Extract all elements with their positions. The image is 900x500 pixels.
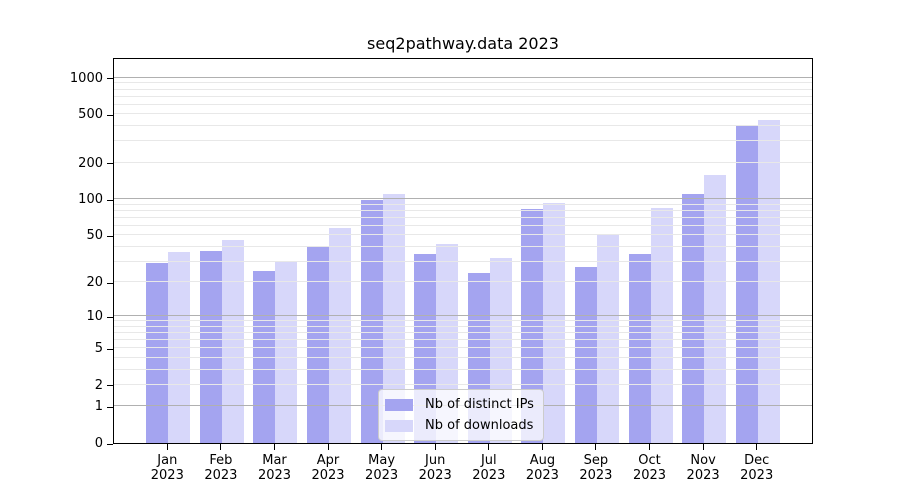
gridline-100 [114,198,812,200]
x-tick-dec-2023 [756,444,758,450]
y-tick-label-1000: 1000 [69,70,103,86]
y-tick-label-2: 2 [94,377,103,393]
x-tick-nov-2023 [702,444,704,450]
y-tick-label-0: 0 [94,436,103,451]
y-tick-label-500: 500 [78,107,103,123]
y-tick-50 [107,235,113,237]
gridline-10 [114,315,812,317]
gridline-5 [114,347,812,349]
bar-feb-2023-downloads [221,239,244,443]
gridline-6 [114,339,812,341]
y-tick-label-1: 1 [94,399,103,415]
y-tick-5 [107,348,113,350]
x-tick-label-feb-2023: Feb 2023 [204,453,238,483]
gridline-400 [114,125,812,127]
gridline-300 [114,140,812,142]
gridline-700 [114,95,812,97]
gridline-4 [114,356,812,358]
y-tick-10 [107,316,113,318]
y-tick-label-200: 200 [78,155,103,171]
bar-feb-2023-distinct-ips [199,250,222,443]
legend: Nb of distinct IPs Nb of downloads [378,389,544,441]
bar-may-2023-downloads [382,194,405,443]
x-tick-label-may-2023: May 2023 [365,453,399,483]
gridline-1000 [114,76,812,78]
legend-row-distinct-ips: Nb of distinct IPs [385,397,535,412]
bar-apr-2023-distinct-ips [307,245,330,443]
x-tick-label-jun-2023: Jun 2023 [418,453,452,483]
y-tick-1 [107,406,113,408]
gridline-8 [114,325,812,327]
x-tick-label-nov-2023: Nov 2023 [686,453,720,483]
y-tick-200 [107,163,113,165]
gridline-800 [114,88,812,90]
gridline-3 [114,368,812,370]
bar-aug-2023-downloads [543,203,566,443]
y-tick-500 [107,114,113,116]
y-tick-label-5: 5 [94,341,103,357]
y-tick-label-100: 100 [78,192,103,208]
y-tick-1000 [107,78,113,80]
plot-area [113,58,813,444]
bar-nov-2023-downloads [704,175,727,443]
x-tick-mar-2023 [274,444,275,450]
chart-title: seq2pathway.data 2023 [367,34,559,53]
x-tick-jul-2023 [488,444,490,450]
gridline-30 [114,260,812,262]
gridline-7 [114,332,812,334]
gridline-60 [114,224,812,226]
bar-sep-2023-distinct-ips [574,266,597,443]
bar-dec-2023-distinct-ips [735,124,758,443]
y-tick-label-20: 20 [86,275,103,291]
x-tick-label-jan-2023: Jan 2023 [150,453,184,483]
gridline-200 [114,161,812,163]
gridline-900 [114,82,812,84]
gridline-500 [114,113,812,115]
x-tick-jan-2023 [166,444,168,450]
y-tick-20 [107,282,113,284]
legend-label-distinct-ips: Nb of distinct IPs [425,397,534,412]
x-tick-label-dec-2023: Dec 2023 [740,453,774,483]
bar-mar-2023-downloads [275,261,298,443]
legend-swatch-downloads [385,419,413,432]
x-tick-label-apr-2023: Apr 2023 [311,453,345,483]
gridline-70 [114,216,812,218]
gridline-40 [114,245,812,247]
gridline-80 [114,209,812,211]
x-tick-label-mar-2023: Mar 2023 [257,453,292,483]
x-tick-sep-2023 [595,444,597,450]
gridline-2 [114,383,812,385]
legend-swatch-distinct-ips [385,398,413,411]
x-tick-jun-2023 [434,444,436,450]
legend-row-downloads: Nb of downloads [385,418,535,433]
y-tick-label-10: 10 [86,309,103,325]
bar-jan-2023-distinct-ips [146,263,169,443]
legend-label-downloads: Nb of downloads [425,418,534,433]
x-tick-label-aug-2023: Aug 2023 [525,453,559,483]
x-tick-aug-2023 [541,444,543,450]
gridline-600 [114,103,812,105]
gridline-50 [114,234,812,236]
x-tick-label-oct-2023: Oct 2023 [632,453,667,483]
gridline-90 [114,203,812,205]
gridline-20 [114,281,812,283]
y-tick-0 [107,443,113,445]
x-tick-oct-2023 [649,444,650,450]
y-tick-2 [107,385,113,387]
x-tick-may-2023 [381,444,383,450]
y-tick-label-50: 50 [86,228,103,244]
y-tick-100 [107,199,113,201]
x-tick-label-sep-2023: Sep 2023 [579,453,613,483]
x-tick-label-jul-2023: Jul 2023 [472,453,506,483]
x-tick-feb-2023 [220,444,222,450]
bar-sep-2023-downloads [596,235,619,443]
bar-nov-2023-distinct-ips [682,194,705,443]
gridline-9 [114,320,812,322]
x-tick-apr-2023 [327,444,329,450]
